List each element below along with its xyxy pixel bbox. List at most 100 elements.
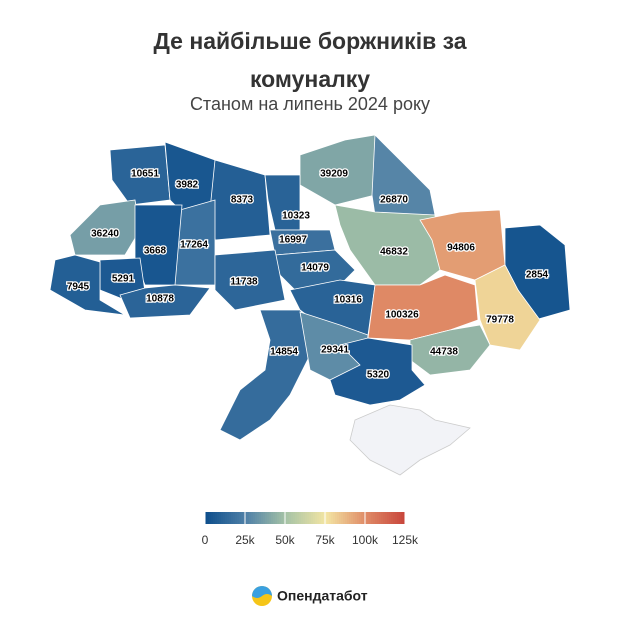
colorbar-segment	[321, 512, 324, 524]
colorbar-segment	[319, 512, 322, 524]
region-value: 10316	[334, 295, 362, 306]
region-value: 26870	[380, 195, 408, 206]
region-value: 79778	[486, 315, 514, 326]
colorbar-segment	[369, 512, 372, 524]
region-value: 29341	[321, 345, 349, 356]
region-value: 14079	[301, 263, 329, 274]
region-value: 44738	[430, 347, 458, 358]
colorbar-segment	[227, 512, 230, 524]
region-value: 5291	[112, 274, 135, 285]
colorbar-segment	[245, 512, 248, 524]
colorbar-segment	[283, 512, 286, 524]
colorbar-segment	[273, 512, 276, 524]
colorbar-segment	[289, 512, 292, 524]
region-value: 11738	[230, 277, 258, 288]
region-value: 7945	[67, 282, 90, 293]
colorbar-segment	[391, 512, 394, 524]
region-value: 3668	[144, 246, 167, 257]
colorbar-segment	[281, 512, 284, 524]
colorbar-segment	[329, 512, 332, 524]
region-value: 5320	[367, 370, 390, 381]
region	[134, 204, 183, 286]
colorbar-segment	[233, 512, 236, 524]
colorbar-segment	[287, 512, 290, 524]
colorbar-segment	[387, 512, 390, 524]
colorbar-segment	[213, 512, 216, 524]
region	[69, 199, 141, 256]
colorbar-tick-label: 100k	[352, 533, 379, 547]
colorbar-segment	[239, 512, 242, 524]
colorbar-segment	[241, 512, 244, 524]
colorbar-segment	[313, 512, 316, 524]
colorbar-segment	[379, 512, 382, 524]
region-value: 16997	[279, 235, 307, 246]
region	[474, 264, 541, 351]
colorbar-segment	[341, 512, 344, 524]
colorbar-segment	[215, 512, 218, 524]
subtitle: Станом на липень 2024 року	[189, 94, 431, 114]
colorbar-segment	[347, 512, 350, 524]
region-value: 46832	[380, 247, 408, 258]
region	[119, 284, 211, 319]
regions	[49, 134, 571, 476]
colorbar-segment	[363, 512, 366, 524]
colorbar-segment	[353, 512, 356, 524]
colorbar-segment	[303, 512, 306, 524]
colorbar-segment	[295, 512, 298, 524]
colorbar-segment	[279, 512, 282, 524]
title: Де найбільше боржників за комуналку	[153, 28, 467, 92]
colorbar-segment	[297, 512, 300, 524]
colorbar-tick-label: 25k	[235, 533, 255, 547]
colorbar-segment	[327, 512, 330, 524]
colorbar-segment	[315, 512, 318, 524]
colorbar-segment	[351, 512, 354, 524]
colorbar-segment	[323, 512, 326, 524]
colorbar-segment	[311, 512, 314, 524]
colorbar-segment	[335, 512, 338, 524]
region-value: 2854	[526, 270, 549, 281]
region-value: 3982	[176, 180, 199, 191]
colorbar-segment	[333, 512, 336, 524]
colorbar-segment	[209, 512, 212, 524]
colorbar-segment	[377, 512, 380, 524]
region	[409, 324, 491, 376]
colorbar-segment	[261, 512, 264, 524]
colorbar-tick-label: 125k	[392, 533, 419, 547]
region-value: 94806	[447, 243, 475, 254]
colorbar-segment	[259, 512, 262, 524]
colorbar-segment	[307, 512, 310, 524]
region-value: 10878	[146, 294, 174, 305]
colorbar-segment	[225, 512, 228, 524]
colorbar-segment	[231, 512, 234, 524]
colorbar-segment	[305, 512, 308, 524]
colorbar-segment	[381, 512, 384, 524]
colorbar-segment	[205, 512, 208, 524]
region	[264, 174, 301, 231]
region	[367, 274, 479, 341]
brand: Опендатабот	[277, 588, 368, 604]
colorbar-segment	[355, 512, 358, 524]
colorbar-segment	[243, 512, 246, 524]
colorbar: 0 25k 50k 75k 100k 125k	[202, 512, 419, 547]
colorbar-segment	[359, 512, 362, 524]
colorbar-segment	[229, 512, 232, 524]
colorbar-segment	[275, 512, 278, 524]
colorbar-segment	[401, 512, 404, 524]
colorbar-segment	[371, 512, 374, 524]
colorbar-segment	[337, 512, 340, 524]
colorbar-segment	[397, 512, 400, 524]
colorbar-segment	[219, 512, 222, 524]
region-labels: 10651 3982 8373 39209 26870 36240 10323 16997 17…	[66, 167, 550, 382]
colorbar-tick-label: 50k	[275, 533, 295, 547]
colorbar-segment	[367, 512, 370, 524]
colorbar-segment	[389, 512, 392, 524]
colorbar-segment	[221, 512, 224, 524]
colorbar-segment	[393, 512, 396, 524]
colorbar-segment	[269, 512, 272, 524]
colorbar-segment	[255, 512, 258, 524]
region	[109, 144, 171, 206]
colorbar-segment	[343, 512, 346, 524]
colorbar-segment	[235, 512, 238, 524]
region	[49, 254, 126, 316]
colorbar-segment	[325, 512, 328, 524]
